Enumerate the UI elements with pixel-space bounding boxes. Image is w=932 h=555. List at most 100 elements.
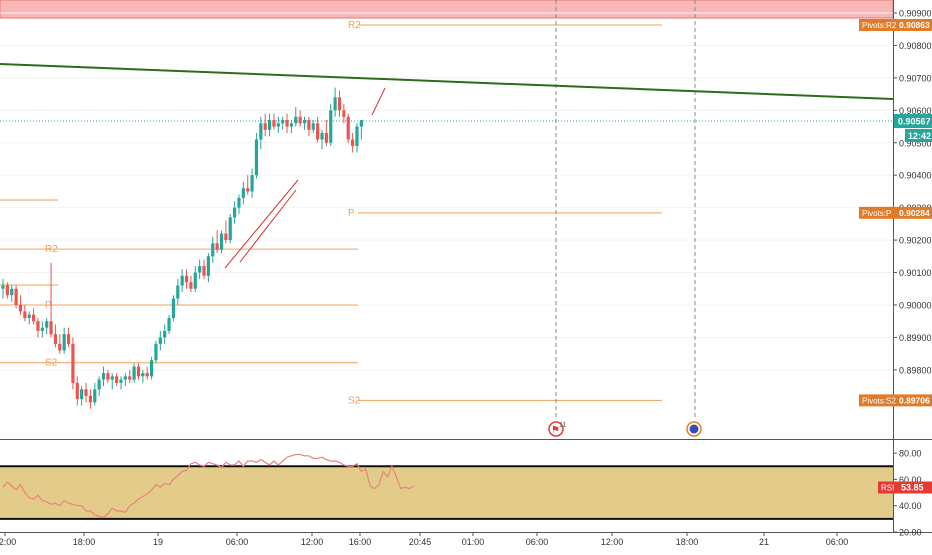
candles (1, 87, 363, 409)
candle-body (329, 110, 333, 143)
candle-body (40, 327, 44, 331)
pivot-s2-label-value: 0.89706 (899, 395, 930, 405)
prev-pivot-p-label: P (45, 300, 52, 311)
candle-body (267, 120, 272, 130)
resistance-zone (0, 0, 894, 19)
candle-body (316, 123, 320, 140)
candle-body (141, 373, 145, 377)
rsi-line (2, 453, 415, 519)
label-background (859, 18, 932, 31)
price-tick-label: 0.90800 (899, 41, 932, 51)
candle-body (31, 314, 36, 322)
label-background (878, 481, 932, 494)
candle-body (71, 343, 75, 383)
rsi-axis[interactable]: 80.00 60.00 40.00 20.00 (893, 449, 922, 538)
candle-body (36, 321, 40, 331)
candle-body (62, 334, 66, 351)
candle-body (272, 120, 276, 127)
time-tick-label: 16:00 (349, 537, 372, 547)
candle-body (66, 334, 71, 344)
time-tick-label: 01:00 (462, 537, 485, 547)
label-background (859, 206, 932, 219)
candle-body (346, 116, 350, 140)
chart-grid (0, 12, 893, 371)
candle-body (53, 334, 58, 344)
pivot-s2-price-label: Pivots:S2 0.89706 (859, 394, 932, 407)
price-tick-label: 0.90100 (899, 268, 932, 278)
pivot-p-label: P (348, 208, 355, 219)
price-tick-label: 0.90500 (899, 138, 932, 148)
time-tick-label: 12:00 (301, 537, 324, 547)
candle-body (294, 116, 298, 124)
candle-body (149, 360, 154, 377)
candle-body (123, 376, 127, 380)
rsi-tick-label: 40.00 (899, 501, 922, 511)
candle-body (18, 304, 23, 312)
candle-body (80, 389, 84, 400)
event-globe-icon[interactable] (686, 421, 702, 437)
candle-body (237, 197, 241, 208)
candle-body (193, 272, 197, 289)
drawing-line[interactable] (371, 87, 386, 116)
time-tick-label: 18:00 (73, 537, 96, 547)
candle-body (115, 376, 119, 383)
time-tick-label: 12:00 (601, 537, 624, 547)
candle-body (163, 330, 167, 338)
candle-body (298, 116, 302, 124)
candle-body (342, 110, 346, 117)
event-flag-circle (548, 421, 564, 437)
candle-body (136, 366, 141, 377)
candle-body (110, 376, 114, 380)
candle-body (154, 343, 158, 361)
candle-body (189, 282, 193, 289)
label-background (905, 129, 932, 143)
candle-body (93, 389, 97, 403)
pivot-r2-price-label: Pivots:R2 0.90863 (859, 18, 932, 31)
time-axis[interactable]: 12:00 18:00 19 06:00 12:00 16:00 20:45 01:00 06:… (0, 532, 848, 547)
trendline[interactable] (0, 63, 894, 100)
candle-body (180, 275, 184, 286)
candle-body (241, 188, 245, 198)
candle-body (10, 288, 14, 296)
candle-body (276, 123, 280, 127)
event-flag-icon[interactable]: ⚑ 11 (548, 421, 566, 437)
time-tick-label: 21 (759, 537, 769, 547)
candle-body (289, 123, 294, 127)
candle-body (281, 120, 285, 124)
candle-body (219, 233, 224, 250)
candle-body (1, 285, 5, 289)
last-price-label: 0.90567 (894, 114, 932, 129)
price-axis[interactable]: 0.90900 0.90800 0.90700 0.90600 0.90500 0.904… (893, 8, 932, 375)
candle-body (45, 321, 49, 328)
candle-body (97, 379, 101, 390)
event-count-badge: 11 (559, 422, 566, 429)
candle-body (233, 207, 237, 218)
time-tick-label: 18:00 (676, 537, 699, 547)
pivot-p-price-label: Pivots:P 0.90284 (859, 206, 932, 219)
candle-body (49, 321, 53, 335)
rsi-value-label: RSI 53.85 (878, 481, 932, 494)
candle-body (202, 266, 206, 276)
candle-body (101, 373, 106, 380)
time-tick-label: 06:00 (526, 537, 549, 547)
price-tick-label: 0.90000 (899, 300, 932, 310)
drawing-line[interactable] (239, 189, 297, 263)
candle-body (359, 120, 363, 127)
candle-body (119, 379, 123, 383)
candle-body (307, 120, 311, 130)
candle-body (106, 373, 110, 380)
globe-icon (689, 424, 699, 434)
candle-body (228, 217, 232, 241)
drawing-line[interactable] (224, 179, 299, 269)
rsi-tick-label: 20.00 (899, 528, 922, 538)
countdown-value: 12:42 (908, 131, 931, 141)
candle-body (23, 311, 27, 318)
time-tick-label: 06:00 (826, 537, 849, 547)
candle-body (88, 395, 92, 403)
rsi-label-text: RSI (881, 484, 894, 493)
label-background (894, 114, 932, 129)
candle-body (259, 123, 263, 140)
prev-pivot-s2-label: S2 (45, 358, 58, 369)
